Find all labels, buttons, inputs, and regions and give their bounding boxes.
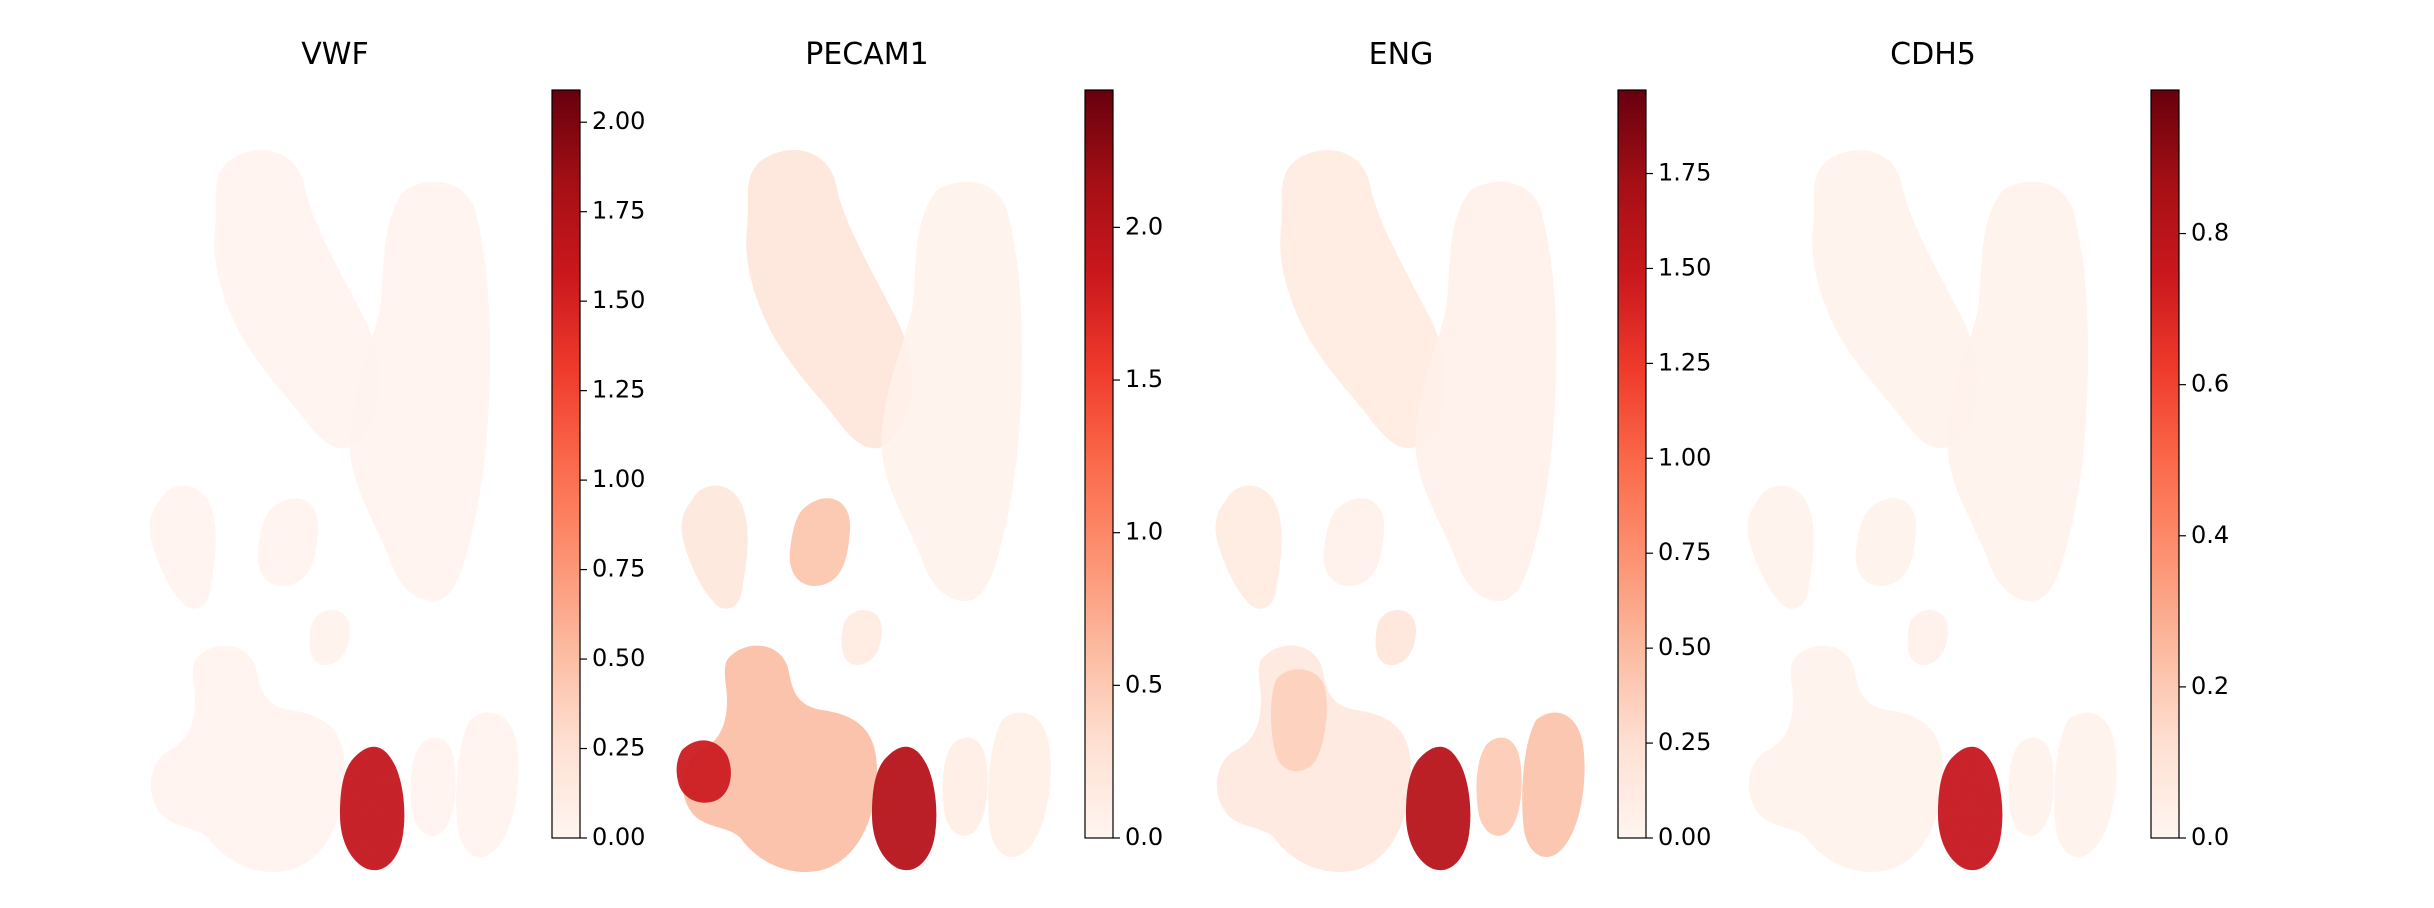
colorbar-tick-label: 0.0 bbox=[2191, 823, 2229, 851]
umap-scatter bbox=[1747, 150, 2117, 872]
cluster-top-left bbox=[1280, 150, 1446, 449]
umap-panel-vwf: VWF 0.00 0.25 0.50 0.75 1.00 1.25 1.50 1.75 2.00 bbox=[149, 37, 645, 872]
colorbar-tick-label: 2.0 bbox=[1125, 212, 1163, 240]
cluster-texture-endothelial bbox=[1406, 746, 1471, 871]
colorbar-tick-label: 1.0 bbox=[1125, 518, 1163, 546]
colorbar-gradient bbox=[551, 89, 581, 839]
cluster-bottom-left bbox=[1748, 645, 1943, 872]
colorbar-gradient bbox=[1084, 89, 1114, 839]
colorbar-tick-label: 0.50 bbox=[592, 644, 645, 672]
panel-title: VWF bbox=[301, 37, 368, 72]
colorbar-tick-label: 1.50 bbox=[1658, 253, 1711, 281]
cluster-top-right bbox=[881, 181, 1022, 601]
cluster-small-center bbox=[1375, 610, 1416, 665]
panel-title: ENG bbox=[1369, 37, 1434, 72]
colorbar-tick-label: 2.00 bbox=[592, 107, 645, 135]
cluster-texture-endothelial bbox=[340, 746, 405, 871]
colorbar-tick-label: 1.5 bbox=[1125, 365, 1163, 393]
cluster-texture-endothelial bbox=[872, 746, 937, 871]
colorbar-tick-label: 1.75 bbox=[1658, 159, 1711, 187]
cluster-top-left bbox=[214, 150, 380, 449]
colorbar-tick-label: 1.50 bbox=[592, 286, 645, 314]
cluster-small-center bbox=[841, 610, 882, 665]
cluster-bottom-right-a bbox=[1476, 737, 1522, 836]
cluster-bottom-left-stem bbox=[1270, 669, 1327, 772]
cluster-top-right bbox=[1947, 181, 2088, 601]
colorbar-tick-label: 1.00 bbox=[1658, 443, 1711, 471]
colorbar-gradient bbox=[1617, 89, 1647, 839]
panel-title: CDH5 bbox=[1890, 37, 1976, 72]
umap-panel-cdh5: CDH5 0.0 0.2 0.4 0.6 0.8 bbox=[1747, 37, 2229, 872]
umap-panel-pecam1: PECAM1 0.0 0.5 1.0 1.5 2.0 bbox=[676, 37, 1163, 872]
cluster-mid-center bbox=[1323, 498, 1385, 586]
cluster-mid-left bbox=[681, 485, 748, 609]
cluster-bottom-right-b bbox=[988, 712, 1051, 858]
colorbar-tick-label: 1.25 bbox=[1658, 348, 1711, 376]
colorbar-tick-label: 0.50 bbox=[1658, 633, 1711, 661]
colorbar-tick-label: 1.75 bbox=[592, 197, 645, 225]
cluster-bottom-left bbox=[150, 645, 345, 872]
colorbar-tick-label: 0.75 bbox=[1658, 538, 1711, 566]
cluster-bottom-right-b bbox=[456, 712, 519, 858]
cluster-bottom-right-a bbox=[2008, 737, 2054, 836]
cluster-small-center bbox=[1907, 610, 1948, 665]
cluster-mid-left bbox=[1747, 485, 1814, 609]
colorbar-tick-label: 0.2 bbox=[2191, 672, 2229, 700]
colorbar-tick-label: 0.5 bbox=[1125, 670, 1163, 698]
cluster-small-center bbox=[309, 610, 350, 665]
colorbar: 0.0 0.2 0.4 0.6 0.8 bbox=[2150, 89, 2229, 851]
colorbar-tick-label: 0.25 bbox=[592, 734, 645, 762]
umap-scatter bbox=[676, 150, 1051, 872]
umap-panel-eng: ENG 0.00 0.25 0.50 0.75 1.00 1.25 1.50 1.75 bbox=[1215, 37, 1711, 872]
cluster-top-right bbox=[1415, 181, 1556, 601]
colorbar-tick-label: 0.00 bbox=[1658, 823, 1711, 851]
colorbar-tick-label: 0.25 bbox=[1658, 728, 1711, 756]
colorbar-tick-label: 0.0 bbox=[1125, 823, 1163, 851]
colorbar: 0.00 0.25 0.50 0.75 1.00 1.25 1.50 1.75 bbox=[1617, 89, 1711, 851]
colorbar-tick-label: 0.8 bbox=[2191, 219, 2229, 247]
cluster-mid-left bbox=[1215, 485, 1282, 609]
umap-scatter bbox=[1215, 150, 1585, 872]
cluster-top-right bbox=[349, 181, 490, 601]
cluster-bottom-right-b bbox=[1522, 712, 1585, 858]
colorbar-tick-label: 0.4 bbox=[2191, 521, 2229, 549]
colorbar-tick-label: 0.6 bbox=[2191, 370, 2229, 398]
cluster-top-left bbox=[746, 150, 912, 449]
colorbar-tick-label: 0.00 bbox=[592, 823, 645, 851]
cluster-mid-center bbox=[789, 498, 851, 586]
colorbar: 0.0 0.5 1.0 1.5 2.0 bbox=[1084, 89, 1163, 851]
cluster-top-left bbox=[1812, 150, 1978, 449]
cluster-bottom-right-a bbox=[942, 737, 988, 836]
cluster-mid-center bbox=[1855, 498, 1917, 586]
colorbar: 0.00 0.25 0.50 0.75 1.00 1.25 1.50 1.75 2.00 bbox=[551, 89, 645, 851]
cluster-bottom-right-b bbox=[2054, 712, 2117, 858]
colorbar-tick-label: 1.25 bbox=[592, 376, 645, 404]
cluster-bottom-left bbox=[682, 645, 877, 872]
cluster-texture-endothelial bbox=[1938, 746, 2003, 871]
cluster-texture-bottom-left-tip bbox=[676, 740, 731, 803]
colorbar-gradient bbox=[2150, 89, 2180, 839]
cluster-mid-left bbox=[149, 485, 216, 609]
panel-title: PECAM1 bbox=[805, 37, 929, 72]
umap-scatter bbox=[149, 150, 519, 872]
colorbar-tick-label: 0.75 bbox=[592, 555, 645, 583]
cluster-bottom-right-a bbox=[410, 737, 456, 836]
colorbar-tick-label: 1.00 bbox=[592, 465, 645, 493]
cluster-mid-center bbox=[257, 498, 319, 586]
